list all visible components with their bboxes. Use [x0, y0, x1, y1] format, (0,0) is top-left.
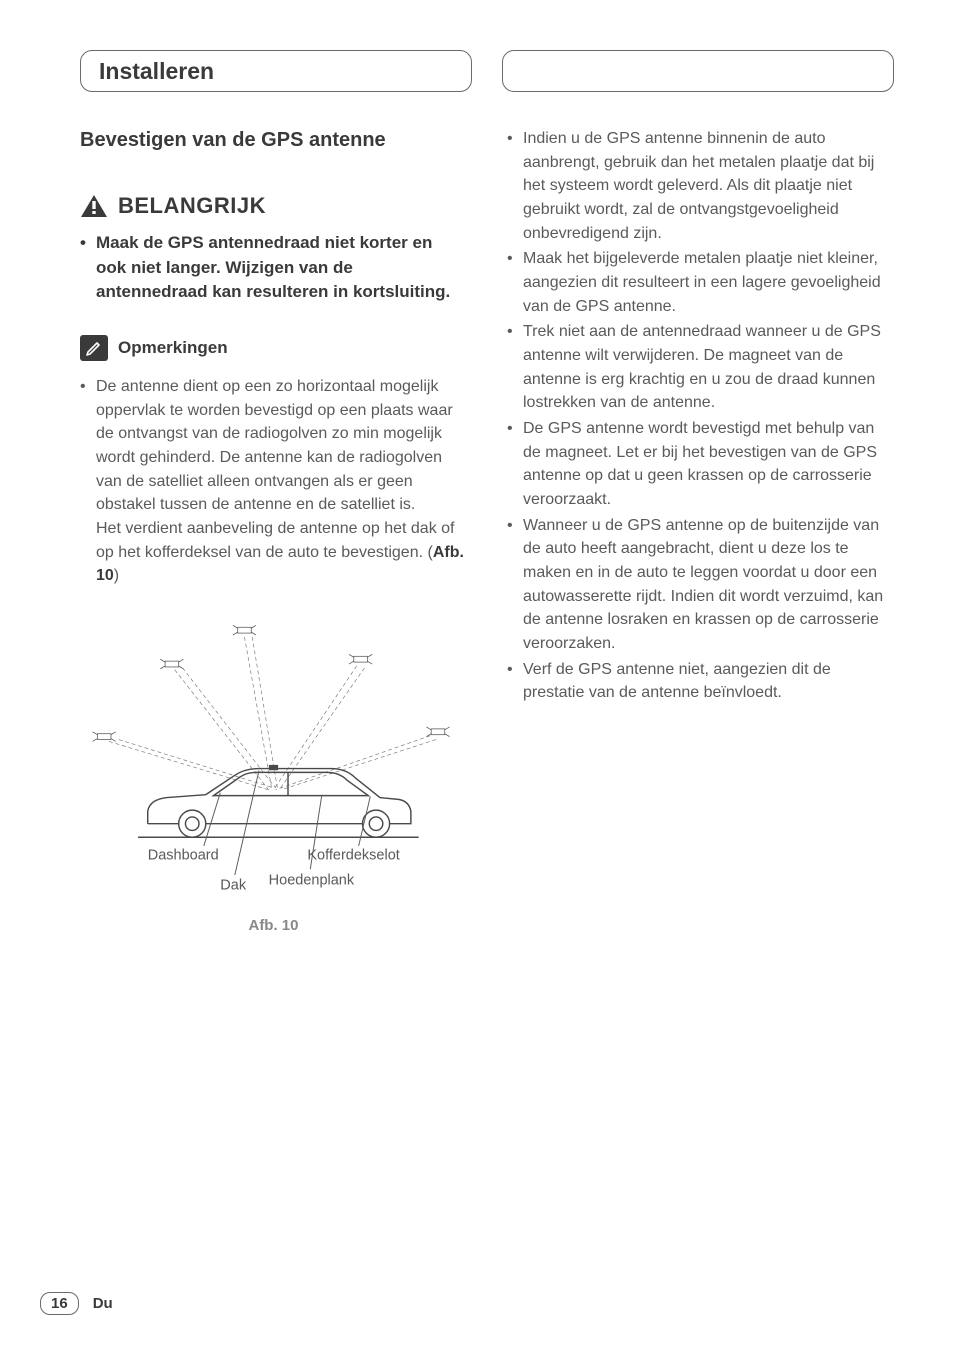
- right-text-5: Wanneer u de GPS antenne op de buitenzij…: [523, 514, 894, 656]
- notes-text-1a: De antenne dient op een zo horizontaal m…: [96, 378, 453, 513]
- notes-text-1b: Het verdient aanbeveling de antenne op h…: [96, 520, 455, 561]
- bullet-dot: •: [80, 231, 96, 305]
- warning-header: BELANGRIJK: [80, 193, 467, 219]
- bullet-dot: •: [507, 514, 523, 656]
- warning-title: BELANGRIJK: [118, 193, 266, 219]
- right-bullet-3: • Trek niet aan de antennedraad wanneer …: [507, 320, 894, 415]
- language-code: Du: [93, 1295, 113, 1312]
- right-bullet-6: • Verf de GPS antenne niet, aangezien di…: [507, 658, 894, 705]
- bullet-dot: •: [507, 320, 523, 415]
- gps-antenna-diagram: Dashboard Dak Hoedenplank Kofferdekselot: [80, 606, 467, 896]
- pencil-icon: [80, 335, 108, 361]
- label-koffer: Kofferdekselot: [307, 847, 399, 863]
- right-column: • Indien u de GPS antenne binnenin de au…: [507, 127, 894, 934]
- right-text-3: Trek niet aan de antennedraad wanneer u …: [523, 320, 894, 415]
- right-text-6: Verf de GPS antenne niet, aangezien dit …: [523, 658, 894, 705]
- page-footer: 16 Du: [40, 1292, 113, 1315]
- notes-header: Opmerkingen: [80, 335, 467, 361]
- right-bullet-1: • Indien u de GPS antenne binnenin de au…: [507, 127, 894, 245]
- bullet-dot: •: [507, 417, 523, 512]
- section-tab-right: [502, 50, 894, 92]
- figure-caption: Afb. 10: [80, 917, 467, 934]
- notes-item-1: • De antenne dient op een zo horizontaal…: [80, 375, 467, 588]
- section-title: Installeren: [99, 58, 214, 85]
- right-text-2: Maak het bijgeleverde metalen plaatje ni…: [523, 247, 894, 318]
- bullet-dot: •: [80, 375, 96, 588]
- figure-10: Dashboard Dak Hoedenplank Kofferdekselot…: [80, 606, 467, 934]
- right-bullet-5: • Wanneer u de GPS antenne op de buitenz…: [507, 514, 894, 656]
- warning-text-content: Maak de GPS antennedraad niet korter en …: [96, 231, 467, 305]
- notes-title: Opmerkingen: [118, 338, 228, 358]
- right-bullet-2: • Maak het bijgeleverde metalen plaatje …: [507, 247, 894, 318]
- label-dashboard: Dashboard: [148, 847, 219, 863]
- left-column: Bevestigen van de GPS antenne BELANGRIJK…: [80, 127, 467, 934]
- page-number: 16: [40, 1292, 79, 1315]
- section-header-row: Installeren: [80, 50, 894, 92]
- right-text-4: De GPS antenne wordt bevestigd met behul…: [523, 417, 894, 512]
- subheading: Bevestigen van de GPS antenne: [80, 127, 467, 153]
- right-text-1: Indien u de GPS antenne binnenin de auto…: [523, 127, 894, 245]
- warning-triangle-icon: [80, 194, 108, 218]
- bullet-dot: •: [507, 247, 523, 318]
- bullet-dot: •: [507, 658, 523, 705]
- warning-block: BELANGRIJK • Maak de GPS antennedraad ni…: [80, 193, 467, 305]
- bullet-dot: •: [507, 127, 523, 245]
- notes-block: Opmerkingen • De antenne dient op een zo…: [80, 335, 467, 588]
- label-dak: Dak: [220, 877, 247, 893]
- section-tab-left: Installeren: [80, 50, 472, 92]
- notes-text-1c: ): [114, 567, 119, 584]
- right-bullet-4: • De GPS antenne wordt bevestigd met beh…: [507, 417, 894, 512]
- warning-text: • Maak de GPS antennedraad niet korter e…: [80, 231, 467, 305]
- label-hoedenplank: Hoedenplank: [269, 873, 355, 889]
